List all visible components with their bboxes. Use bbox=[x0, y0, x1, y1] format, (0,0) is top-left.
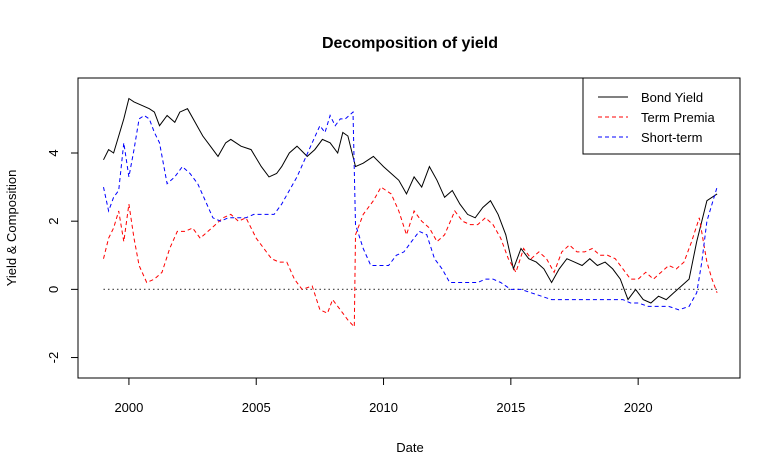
legend-label-bond-yield: Bond Yield bbox=[641, 90, 703, 105]
legend-label-term-premia: Term Premia bbox=[641, 110, 715, 125]
x-tick-label: 2020 bbox=[624, 400, 653, 415]
y-tick-label: 0 bbox=[46, 286, 61, 293]
legend-box bbox=[582, 77, 741, 155]
y-axis-label: Yield & Composition bbox=[4, 170, 19, 287]
x-tick-label: 2010 bbox=[369, 400, 398, 415]
x-tick-label: 2005 bbox=[242, 400, 271, 415]
series-line-bond-yield bbox=[103, 97, 718, 304]
x-tick-label: 2000 bbox=[114, 400, 143, 415]
series-line-term-premia bbox=[103, 186, 718, 329]
series-line-short-term bbox=[103, 111, 718, 311]
x-axis: 2000 2005 2010 2015 2020 bbox=[114, 377, 653, 415]
series-group bbox=[103, 97, 718, 329]
y-tick-label: 2 bbox=[46, 218, 61, 225]
y-tick-label: 4 bbox=[46, 149, 61, 156]
chart-title: Decomposition of yield bbox=[322, 35, 498, 52]
legend-label-short-term: Short-term bbox=[641, 130, 702, 145]
y-tick-label: -2 bbox=[46, 352, 61, 364]
legend: Bond Yield Term Premia Short-term bbox=[582, 77, 741, 155]
x-axis-label: Date bbox=[396, 440, 423, 455]
y-axis: -2 0 2 4 bbox=[46, 149, 79, 364]
x-tick-label: 2015 bbox=[496, 400, 525, 415]
